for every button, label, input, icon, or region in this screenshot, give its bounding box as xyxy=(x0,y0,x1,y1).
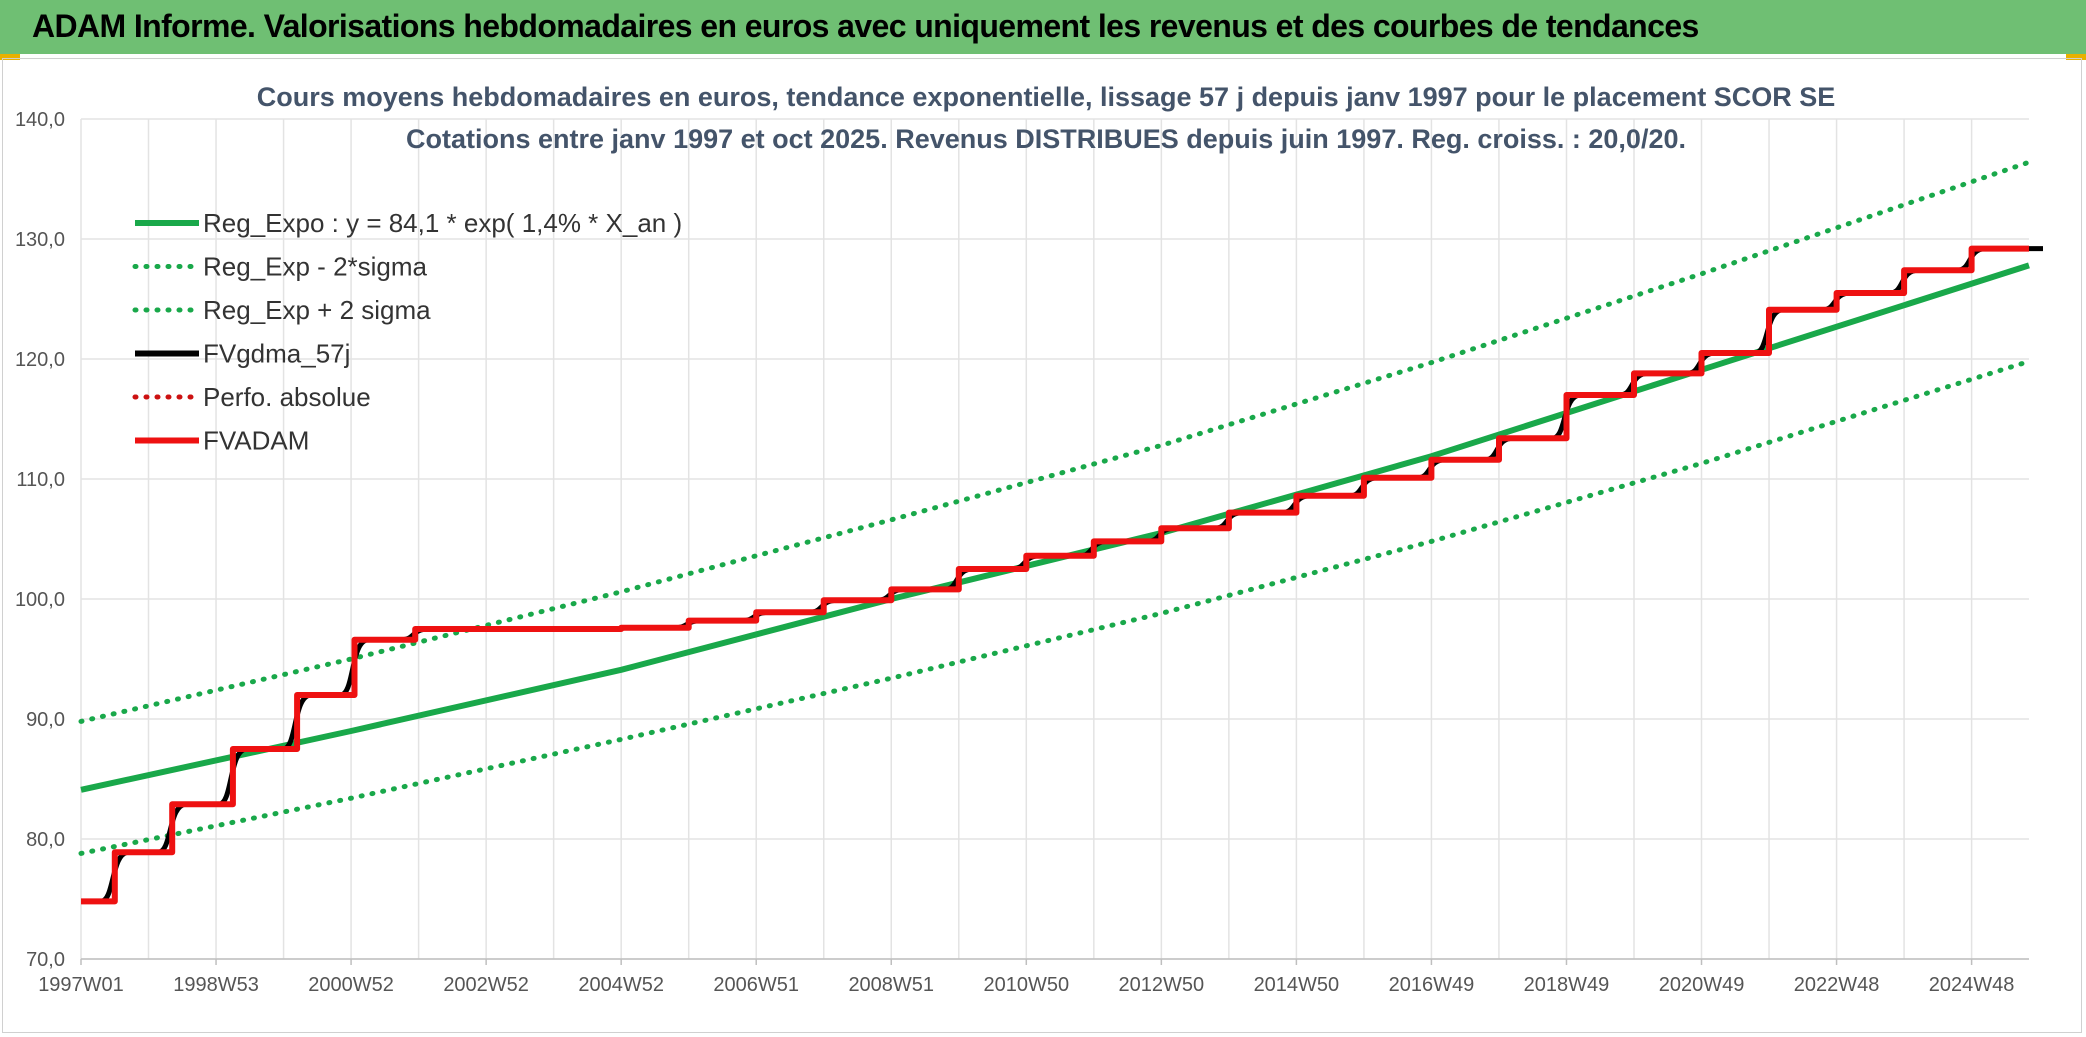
chart-title: Cours moyens hebdomadaires en euros, ten… xyxy=(257,82,1836,112)
y-tick-label: 120,0 xyxy=(15,349,65,371)
series-line-1 xyxy=(78,358,2032,856)
x-tick-label: 1998W53 xyxy=(173,974,259,996)
legend-label: FVADAM xyxy=(203,426,309,456)
axis-layer: 70,0 80,0 90,0 100,0 110,0 120,0 130,0 140,0 199… xyxy=(15,109,2029,996)
series-line-3 xyxy=(81,246,2043,904)
report-title: ADAM Informe. Valorisations hebdomadaire… xyxy=(32,8,1699,44)
legend-label: Perfo. absolue xyxy=(203,382,371,412)
chart: 70,0 80,0 90,0 100,0 110,0 120,0 130,0 140,0 199… xyxy=(15,82,2043,996)
y-tick-label: 130,0 xyxy=(15,229,65,251)
y-tick-label: 110,0 xyxy=(16,469,65,491)
x-tick-label: 2014W50 xyxy=(1254,974,1340,996)
x-tick-label: 1997W01 xyxy=(38,974,124,996)
x-tick-label: 2024W48 xyxy=(1929,974,2015,996)
corner-mark-right xyxy=(2066,54,2086,60)
series-line-5 xyxy=(81,245,2029,905)
x-tick-label: 2020W49 xyxy=(1659,974,1745,996)
y-tick-label: 140,0 xyxy=(15,109,65,131)
legend-label: Reg_Exp + 2 sigma xyxy=(203,295,431,325)
grid-layer xyxy=(80,118,2029,960)
y-tick-label: 90,0 xyxy=(26,709,65,731)
y-tick-label: 80,0 xyxy=(26,829,65,851)
series-line-0 xyxy=(80,262,2030,793)
x-tick-label: 2006W51 xyxy=(713,974,799,996)
chart-subtitle: Cotations entre janv 1997 et oct 2025. R… xyxy=(406,124,1686,154)
x-tick-label: 2004W52 xyxy=(578,974,664,996)
x-tick-label: 2016W49 xyxy=(1389,974,1475,996)
y-tick-label: 70,0 xyxy=(26,949,65,971)
legend: Reg_Expo : y = 84,1 * exp( 1,4% * X_an )… xyxy=(132,208,682,456)
series-layer xyxy=(78,159,2043,905)
x-tick-label: 2022W48 xyxy=(1794,974,1880,996)
x-tick-label: 2002W52 xyxy=(443,974,529,996)
corner-mark-left xyxy=(0,54,20,60)
x-tick-label: 2018W49 xyxy=(1524,974,1610,996)
x-tick-label: 2012W50 xyxy=(1119,974,1205,996)
x-tick-label: 2008W51 xyxy=(848,974,934,996)
y-tick-label: 100,0 xyxy=(15,589,65,611)
legend-label: Reg_Exp - 2*sigma xyxy=(203,252,428,282)
legend-label: FVgdma_57j xyxy=(203,339,350,369)
series-line-2 xyxy=(78,159,2032,724)
x-tick-label: 2010W50 xyxy=(983,974,1069,996)
legend-label: Reg_Expo : y = 84,1 * exp( 1,4% * X_an ) xyxy=(203,208,682,238)
title-banner: ADAM Informe. Valorisations hebdomadaire… xyxy=(0,0,2086,54)
x-tick-label: 2000W52 xyxy=(308,974,394,996)
chart-frame: 70,0 80,0 90,0 100,0 110,0 120,0 130,0 140,0 199… xyxy=(2,58,2082,1033)
